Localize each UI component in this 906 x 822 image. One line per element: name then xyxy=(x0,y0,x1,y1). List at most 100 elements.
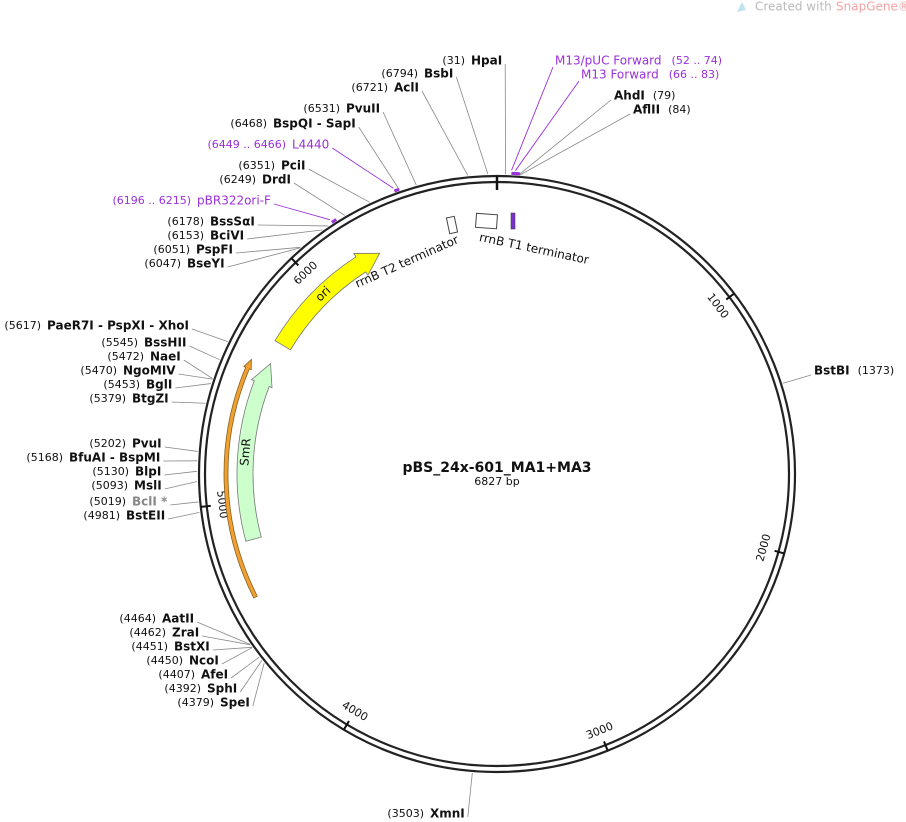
map-title: pBS_24x-601_MA1+MA3 xyxy=(402,460,591,476)
site-name: PvuI xyxy=(132,437,162,451)
feature-arc xyxy=(274,252,381,351)
site-position: (5617) xyxy=(4,319,41,332)
site-position: (4392) xyxy=(164,682,201,695)
site-name: HpaI xyxy=(471,54,502,68)
site-position: (6153) xyxy=(167,229,204,242)
site-position: (6351) xyxy=(238,159,275,172)
site-position: (5472) xyxy=(107,350,144,363)
feature-arc xyxy=(223,358,258,599)
feature-label: SmR xyxy=(237,438,253,467)
map-length: 6827 bp xyxy=(474,475,519,488)
site-name: SphI xyxy=(207,682,237,696)
site-name: BseYI xyxy=(187,257,225,271)
site-position: (4462) xyxy=(129,626,166,639)
site-position: (4379) xyxy=(177,696,214,709)
primer-range: (6449 .. 6466) xyxy=(207,138,286,151)
site-name: ZraI xyxy=(172,626,199,640)
site-position: (5453) xyxy=(103,378,140,391)
site-name: NcoI xyxy=(189,654,219,668)
site-name: AclI xyxy=(394,81,419,95)
site-name: BtgZI xyxy=(132,392,169,406)
tick-mark xyxy=(342,720,350,731)
site-position: (4981) xyxy=(83,509,120,522)
site-position: (6047) xyxy=(144,257,181,270)
site-position: (6531) xyxy=(303,102,340,115)
site-name: PvuII xyxy=(346,102,380,116)
site-leader xyxy=(455,76,489,175)
site-name: MslI xyxy=(134,479,162,493)
site-name: BsbI xyxy=(424,67,453,81)
site-name: SpeI xyxy=(220,696,250,710)
site-name: NaeI xyxy=(150,350,181,364)
tick-label: 2000 xyxy=(753,532,773,562)
terminator-t1 xyxy=(475,212,498,230)
site-name: PaeR7I - PspXI - XhoI xyxy=(47,319,189,333)
site-leader xyxy=(782,374,812,384)
site-name: BssSαI xyxy=(210,215,255,229)
tick-mark xyxy=(603,741,609,752)
primer-leader xyxy=(273,203,331,221)
site-leader xyxy=(178,373,213,380)
site-name: BstXI xyxy=(174,640,210,654)
site-leader xyxy=(247,229,323,240)
site-position: (5379) xyxy=(89,392,126,405)
site-leader xyxy=(239,660,263,693)
tick-label: 3000 xyxy=(584,719,615,741)
site-position: (4464) xyxy=(119,612,156,625)
site-name: BfuAI - BspMI xyxy=(69,451,160,465)
primer-name: M13/pUC Forward xyxy=(555,54,662,68)
site-leader xyxy=(170,501,199,506)
site-position: (6178) xyxy=(167,215,204,228)
tick-mark xyxy=(200,504,211,508)
site-position: (4451) xyxy=(131,640,168,653)
site-leader xyxy=(518,99,612,176)
site-name: BlpI xyxy=(135,465,161,479)
site-leader xyxy=(171,401,206,404)
site-leader xyxy=(168,511,200,520)
primer-mark xyxy=(331,218,338,224)
site-position: (5093) xyxy=(91,479,128,492)
primer-range: (66 .. 83) xyxy=(669,68,720,81)
brand-text: Created with xyxy=(755,0,832,14)
site-leader xyxy=(191,328,228,342)
site-leader xyxy=(382,111,417,186)
site-name: BciVI xyxy=(210,229,244,243)
site-position: (6794) xyxy=(381,67,418,80)
site-position: (5202) xyxy=(89,437,126,450)
site-name: PspFI xyxy=(196,243,233,257)
site-name: BglI xyxy=(146,378,172,392)
primer-leader xyxy=(331,147,394,189)
site-position: (5470) xyxy=(80,364,117,377)
feature-arc xyxy=(236,362,273,542)
primer-range: (52 .. 74) xyxy=(672,54,723,67)
site-leader xyxy=(293,182,346,216)
primer-leader xyxy=(515,80,580,171)
site-position: (1373) xyxy=(858,364,895,377)
site-leader xyxy=(189,345,220,361)
site-leader xyxy=(164,470,198,476)
site-position: (5545) xyxy=(101,336,138,349)
primer-leader xyxy=(511,66,554,171)
site-leader xyxy=(183,359,213,379)
site-position: (79) xyxy=(653,89,676,102)
primer-range: (6196 .. 6215) xyxy=(112,194,191,207)
site-leader xyxy=(227,247,300,268)
site-name: BssHII xyxy=(144,336,186,350)
brand-logo xyxy=(737,2,746,12)
site-position: (3503) xyxy=(387,807,424,820)
site-name: AflII xyxy=(633,103,660,117)
site-leader xyxy=(175,383,212,389)
primer-name: M13 Forward xyxy=(581,68,659,82)
site-leader xyxy=(308,168,370,203)
site-leader xyxy=(358,126,401,191)
site-position: (6051) xyxy=(153,243,190,256)
tick-mark xyxy=(290,257,300,267)
site-position: (5168) xyxy=(26,451,63,464)
site-name: XmnI xyxy=(430,807,465,821)
site-position: (5019) xyxy=(89,495,126,508)
feature-label: rrnB T1 terminator xyxy=(478,230,590,267)
site-leader xyxy=(164,481,198,490)
site-leader xyxy=(467,772,473,818)
site-position: (6249) xyxy=(219,173,256,186)
